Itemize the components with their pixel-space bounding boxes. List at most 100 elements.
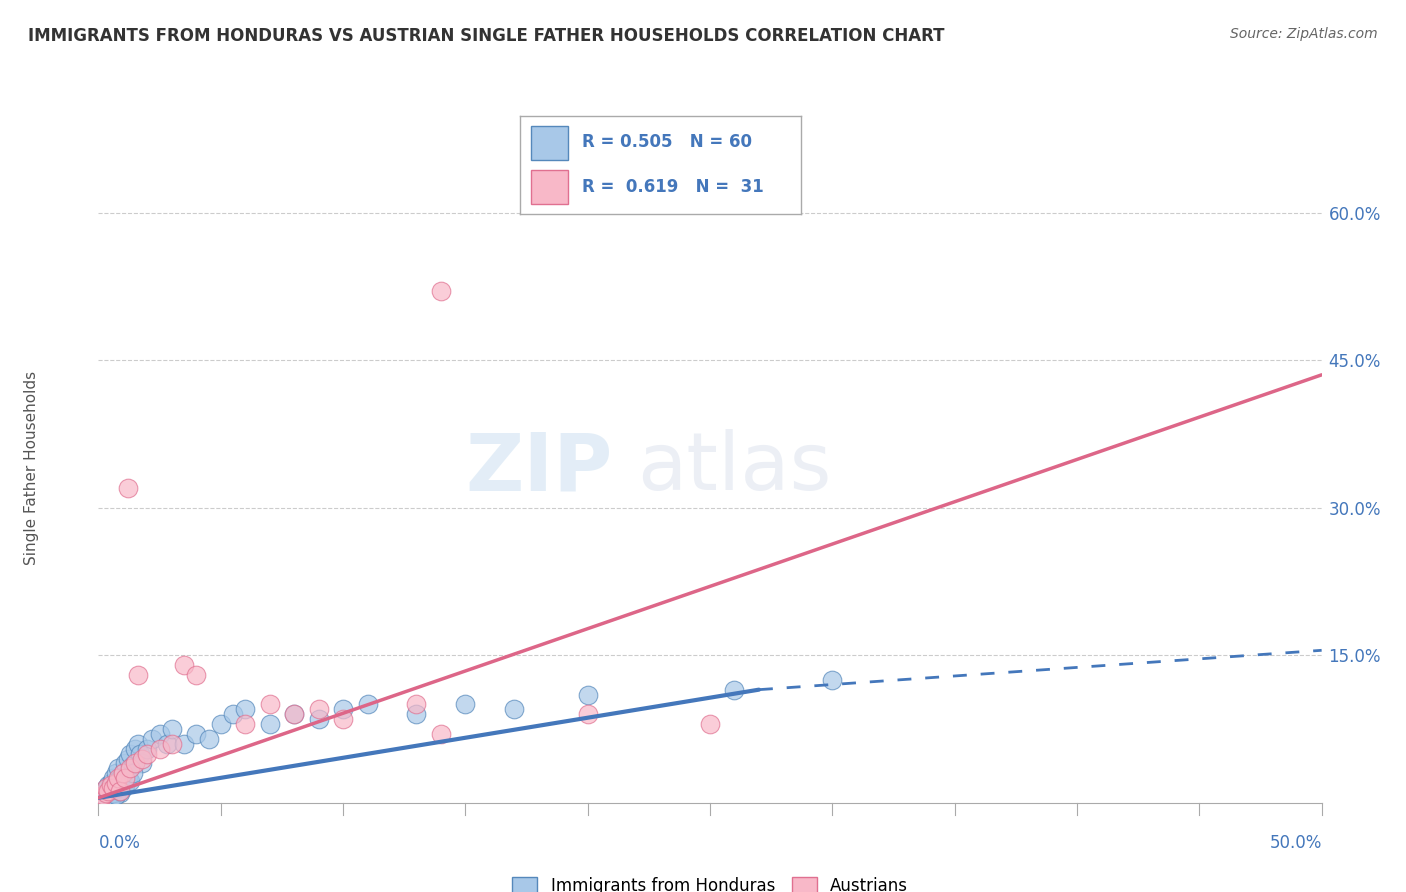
Bar <box>531 126 568 161</box>
Point <box>110 784 132 798</box>
Point <box>117 481 139 495</box>
Point <box>94 786 117 800</box>
Point <box>91 788 114 802</box>
Point <box>127 737 149 751</box>
Point <box>110 771 132 785</box>
Text: 50.0%: 50.0% <box>1270 834 1322 852</box>
Point <box>117 771 139 785</box>
Point <box>124 756 146 771</box>
Point <box>114 771 136 785</box>
Point <box>107 771 129 785</box>
Text: atlas: atlas <box>637 429 831 508</box>
Point <box>149 727 172 741</box>
Point <box>197 731 219 746</box>
Point <box>576 707 599 722</box>
Point <box>141 731 163 746</box>
Point <box>111 780 134 795</box>
Point <box>136 741 159 756</box>
Point <box>127 668 149 682</box>
Point <box>101 780 124 795</box>
Point <box>186 727 208 741</box>
Text: Source: ZipAtlas.com: Source: ZipAtlas.com <box>1230 27 1378 41</box>
Text: R =  0.619   N =  31: R = 0.619 N = 31 <box>582 178 763 195</box>
Point <box>233 717 256 731</box>
Point <box>160 737 183 751</box>
Point <box>104 786 127 800</box>
Point <box>110 784 132 798</box>
Point <box>186 668 208 682</box>
Point <box>405 698 427 712</box>
Text: ZIP: ZIP <box>465 429 612 508</box>
Point <box>308 702 330 716</box>
Point <box>149 741 172 756</box>
Point <box>97 788 120 802</box>
Point <box>131 756 153 771</box>
Point <box>104 788 127 802</box>
Point <box>110 786 132 800</box>
Point <box>821 673 844 687</box>
Point <box>173 658 195 673</box>
Point <box>283 707 305 722</box>
Point <box>124 741 146 756</box>
Point <box>131 751 153 765</box>
Point <box>100 790 122 805</box>
Point <box>107 776 129 790</box>
Point <box>430 727 453 741</box>
Point <box>723 682 745 697</box>
Point <box>94 786 117 800</box>
Point <box>136 747 159 761</box>
Point <box>101 780 124 795</box>
Point <box>91 784 114 798</box>
Point <box>107 761 129 775</box>
Point <box>101 771 124 785</box>
Point <box>94 780 117 795</box>
Point <box>120 747 142 761</box>
Point <box>114 778 136 792</box>
Point <box>454 698 477 712</box>
Text: R = 0.505   N = 60: R = 0.505 N = 60 <box>582 134 752 152</box>
Text: IMMIGRANTS FROM HONDURAS VS AUSTRIAN SINGLE FATHER HOUSEHOLDS CORRELATION CHART: IMMIGRANTS FROM HONDURAS VS AUSTRIAN SIN… <box>28 27 945 45</box>
Point <box>94 780 117 795</box>
Point <box>114 756 136 771</box>
Point <box>100 776 122 790</box>
Point <box>156 737 179 751</box>
Point <box>699 717 721 731</box>
Point <box>120 774 142 789</box>
Point <box>283 707 305 722</box>
Legend: Immigrants from Honduras, Austrians: Immigrants from Honduras, Austrians <box>506 870 914 892</box>
Point <box>576 688 599 702</box>
Point <box>430 284 453 298</box>
Point <box>356 698 378 712</box>
Point <box>104 766 127 780</box>
Point <box>129 747 152 761</box>
Point <box>111 766 134 780</box>
Text: Single Father Households: Single Father Households <box>24 371 38 566</box>
Point <box>233 702 256 716</box>
Point <box>173 737 195 751</box>
Point <box>107 780 129 795</box>
Point <box>121 758 143 772</box>
Point <box>97 778 120 792</box>
Point <box>111 766 134 780</box>
Point <box>405 707 427 722</box>
Point <box>332 702 354 716</box>
Point <box>259 698 281 712</box>
Point <box>94 790 117 805</box>
Text: 0.0%: 0.0% <box>98 834 141 852</box>
Point <box>97 784 120 798</box>
Point <box>503 702 526 716</box>
Point <box>90 790 112 805</box>
Point <box>111 776 134 790</box>
Point <box>308 712 330 726</box>
Point <box>120 761 142 775</box>
Point <box>90 790 112 805</box>
Point <box>104 776 127 790</box>
Point <box>160 722 183 736</box>
Point <box>259 717 281 731</box>
Point <box>332 712 354 726</box>
Point <box>117 751 139 765</box>
Point <box>100 778 122 792</box>
Point <box>101 786 124 800</box>
Point <box>222 707 245 722</box>
Point <box>209 717 232 731</box>
